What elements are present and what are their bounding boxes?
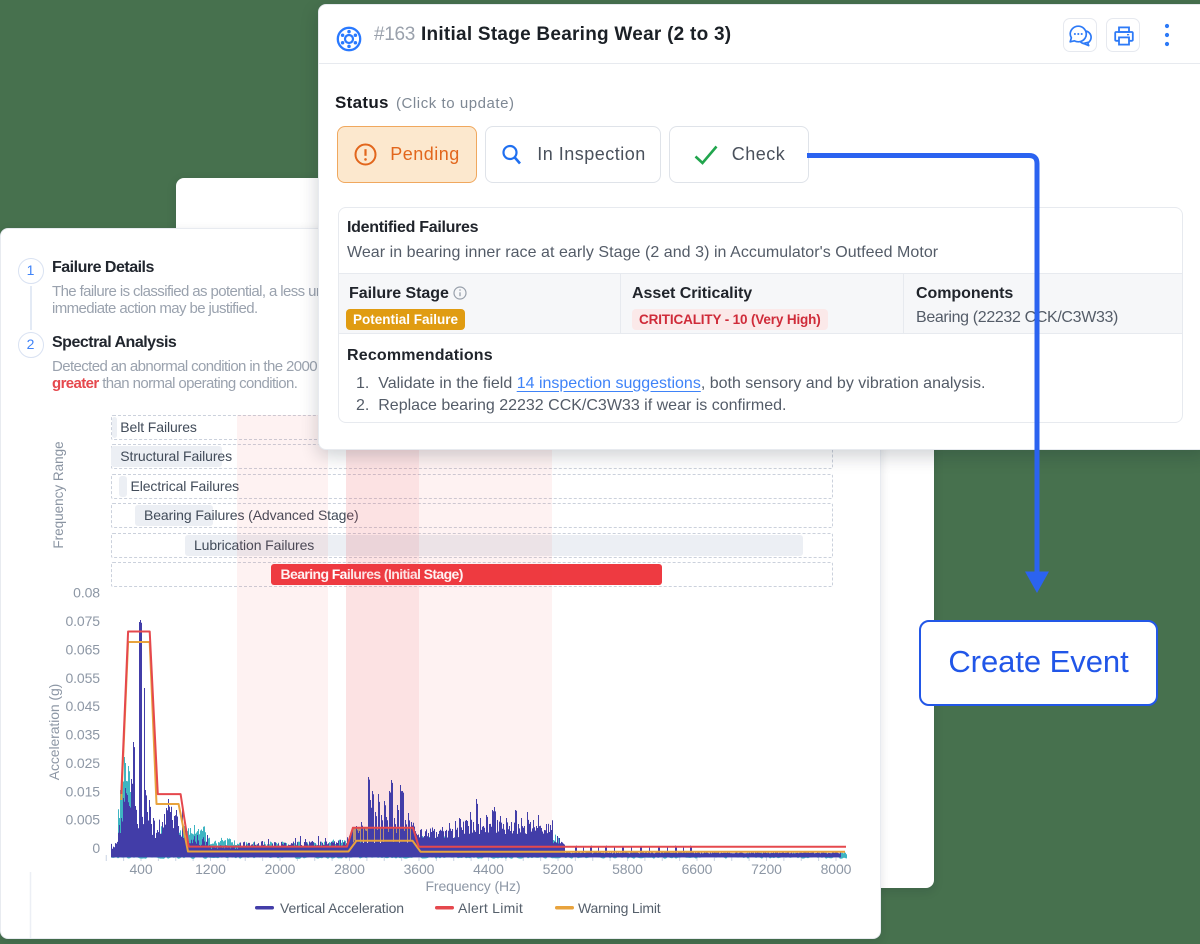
svg-text:Acceleration (g): Acceleration (g) — [46, 684, 62, 780]
svg-text:400: 400 — [129, 861, 152, 877]
svg-text:0.075: 0.075 — [65, 613, 100, 629]
svg-text:8000: 8000 — [821, 861, 852, 877]
svg-text:0.065: 0.065 — [65, 641, 100, 657]
svg-text:3600: 3600 — [404, 861, 435, 877]
svg-text:5200: 5200 — [543, 861, 574, 877]
svg-text:2800: 2800 — [334, 861, 365, 877]
svg-text:Frequency (Hz): Frequency (Hz) — [425, 878, 520, 894]
svg-text:2000: 2000 — [265, 861, 296, 877]
svg-text:Frequency Range: Frequency Range — [51, 441, 66, 548]
svg-text:Alert Limit: Alert Limit — [458, 900, 523, 916]
svg-text:6600: 6600 — [682, 861, 713, 877]
svg-text:1200: 1200 — [195, 861, 226, 877]
svg-text:5800: 5800 — [612, 861, 643, 877]
svg-text:Vertical Acceleration: Vertical Acceleration — [280, 900, 404, 916]
svg-text:0.015: 0.015 — [65, 783, 100, 799]
svg-text:0.055: 0.055 — [65, 670, 100, 686]
svg-text:0.08: 0.08 — [73, 585, 100, 601]
svg-text:0: 0 — [92, 840, 100, 856]
svg-text:7200: 7200 — [751, 861, 782, 877]
svg-text:0.035: 0.035 — [65, 727, 100, 743]
svg-text:0.025: 0.025 — [65, 755, 100, 771]
svg-text:Warning Limit: Warning Limit — [578, 900, 661, 916]
svg-text:0.045: 0.045 — [65, 698, 100, 714]
svg-text:0.005: 0.005 — [65, 812, 100, 828]
svg-text:4400: 4400 — [473, 861, 504, 877]
